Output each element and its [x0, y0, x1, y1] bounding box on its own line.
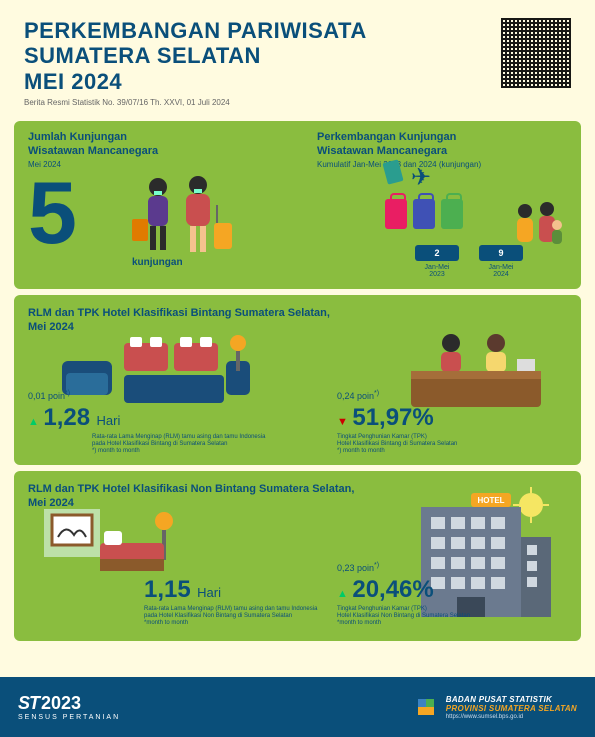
- arrow-up-icon: ▲: [28, 416, 39, 428]
- bintang-rlm-value: 1,28: [43, 404, 90, 432]
- sensus-logo: ST2023 SENSUS PERTANIAN: [18, 693, 120, 721]
- travelers-icon: [128, 171, 238, 263]
- visitors-left-title: Jumlah Kunjungan Wisatawan Mancanegara: [28, 131, 288, 159]
- nonbintang-rlm-desc: Rata-rata Lama Menginap (RLM) tamu asing…: [144, 606, 324, 627]
- panel-hotel-nonbintang: RLM dan TPK Hotel Klasifikasi Non Bintan…: [14, 471, 581, 641]
- arrow-down-icon: ▼: [337, 416, 348, 428]
- arrow-up-icon: ▲: [337, 588, 348, 600]
- compare-value-2024: 9: [479, 245, 523, 261]
- bintang-tpk-change: 0,24 poin*): [337, 391, 379, 401]
- nonbintang-tpk-block: 0,23 poin*) ▲ 20,46% Tingkat Penghunian …: [337, 558, 567, 627]
- title-line-2: SUMATERA SELATAN: [24, 43, 261, 68]
- bintang-rlm-unit: Hari: [97, 413, 121, 428]
- document-number: Berita Resmi Statistik No. 39/07/16 Th. …: [24, 98, 571, 107]
- bintang-rlm-desc: Rata-rata Lama Menginap (RLM) tamu asing…: [92, 434, 272, 455]
- compare-label-2023: Jan-Mei 2023: [415, 264, 459, 279]
- visitors-right-sub: Kumulatif Jan-Mei 2023 dan 2024 (kunjung…: [317, 160, 567, 169]
- bps-block: BADAN PUSAT STATISTIK PROVINSI SUMATERA …: [414, 695, 577, 720]
- bintang-tpk-block: 0,24 poin*) ▼ 51,97% Tingkat Penghunian …: [337, 386, 567, 455]
- bintang-rlm-change: 0,01 poin*): [28, 391, 70, 401]
- qr-code: [501, 18, 571, 88]
- page-title: PERKEMBANGAN PARIWISATA SUMATERA SELATAN…: [24, 18, 571, 94]
- bintang-tpk-value: 51,97%: [352, 404, 433, 432]
- bps-line2: PROVINSI SUMATERA SELATAN: [446, 704, 577, 713]
- airplane-icon: ✈: [411, 163, 431, 192]
- compare-label-2024: Jan-Mei 2024: [479, 264, 523, 279]
- svg-text:HOTEL: HOTEL: [477, 496, 504, 505]
- nonbintang-tpk-value: 20,46%: [352, 576, 433, 604]
- sensus-st: ST: [18, 693, 39, 714]
- panel-visitors: Jumlah Kunjungan Wisatawan Mancanegara M…: [14, 121, 581, 289]
- title-line-3: MEI 2024: [24, 69, 122, 94]
- bintang-tpk-desc: Tingkat Penghunian Kamar (TPK) Hotel Kla…: [337, 434, 517, 455]
- nonbintang-rlm-unit: Hari: [197, 585, 221, 600]
- bps-line1: BADAN PUSAT STATISTIK: [446, 695, 577, 704]
- visitor-count-number: 5: [28, 173, 77, 252]
- footer: ST2023 SENSUS PERTANIAN BADAN PUSAT STAT…: [0, 677, 595, 737]
- compare-value-2023: 2: [415, 245, 459, 261]
- nonbintang-tpk-change: 0,23 poin*): [337, 563, 379, 573]
- bps-url: https://www.sumsel.bps.go.id: [446, 714, 577, 720]
- panel-hotel-bintang: RLM dan TPK Hotel Klasifikasi Bintang Su…: [14, 295, 581, 465]
- sensus-year: 2023: [41, 693, 81, 714]
- nonbintang-rlm-value: 1,15: [144, 576, 191, 604]
- suitcases-icon: [385, 199, 463, 229]
- bintang-rlm-block: 0,01 poin*) ▲ 1,28 Hari Rata-rata Lama M…: [28, 386, 288, 455]
- bps-logo-icon: [414, 695, 438, 719]
- title-line-1: PERKEMBANGAN PARIWISATA: [24, 18, 367, 43]
- visitors-right-title: Perkembangan Kunjungan Wisatawan Mancane…: [317, 131, 567, 159]
- header: PERKEMBANGAN PARIWISATA SUMATERA SELATAN…: [0, 0, 595, 115]
- nonbintang-tpk-desc: Tingkat Penghunian Kamar (TPK) Hotel Kla…: [337, 606, 517, 627]
- sensus-sublabel: SENSUS PERTANIAN: [18, 714, 120, 721]
- nonbintang-rlm-block: 1,15 Hari Rata-rata Lama Menginap (RLM) …: [144, 576, 324, 627]
- compare-pills: 2 Jan-Mei 2023 9 Jan-Mei 2024: [415, 245, 523, 279]
